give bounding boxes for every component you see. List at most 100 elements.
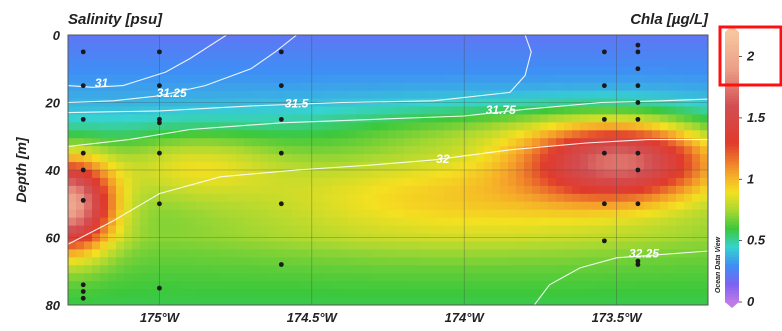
- heatmap-cell: [700, 130, 708, 139]
- heatmap-cell: [412, 90, 421, 100]
- heatmap-cell: [260, 177, 269, 187]
- heatmap-cell: [172, 122, 181, 131]
- heatmap-cell: [412, 42, 421, 52]
- heatmap-cell: [476, 281, 485, 290]
- colorbar-segment: [725, 182, 739, 186]
- heatmap-cell: [180, 217, 189, 227]
- heatmap-cell: [180, 130, 189, 139]
- heatmap-cell: [68, 82, 77, 92]
- heatmap-cell: [660, 273, 669, 282]
- heatmap-cell: [164, 257, 173, 266]
- heatmap-cell: [572, 154, 581, 163]
- heatmap-cell: [204, 122, 213, 131]
- heatmap-cell: [236, 273, 245, 282]
- heatmap-cell: [404, 177, 413, 187]
- heatmap-cell: [276, 297, 285, 305]
- heatmap-cell: [308, 98, 317, 108]
- heatmap-cell: [700, 82, 708, 92]
- heatmap-cell: [412, 289, 421, 298]
- heatmap-cell: [476, 241, 485, 251]
- heatmap-cell: [388, 257, 397, 266]
- heatmap-cell: [212, 74, 221, 84]
- heatmap-cell: [644, 35, 653, 44]
- sample-point: [80, 295, 86, 301]
- heatmap-cell: [524, 122, 533, 131]
- heatmap-cell: [220, 66, 229, 76]
- heatmap-cell: [236, 185, 245, 195]
- heatmap-cell: [396, 154, 405, 163]
- heatmap-cell: [524, 257, 533, 266]
- heatmap-cell: [444, 66, 453, 76]
- heatmap-cell: [420, 98, 429, 108]
- heatmap-cell: [556, 50, 565, 60]
- heatmap-cell: [588, 209, 597, 219]
- heatmap-cell: [700, 74, 708, 84]
- heatmap-cell: [124, 241, 133, 251]
- heatmap-cell: [172, 170, 181, 179]
- heatmap-cell: [436, 265, 445, 274]
- heatmap-cell: [140, 241, 149, 251]
- sample-point: [635, 201, 641, 207]
- heatmap-cell: [284, 66, 293, 76]
- heatmap-cell: [220, 185, 229, 195]
- heatmap-cell: [468, 50, 477, 60]
- heatmap-cell: [636, 122, 645, 131]
- heatmap-cell: [668, 146, 677, 155]
- heatmap-cell: [436, 273, 445, 282]
- heatmap-cell: [564, 154, 573, 163]
- heatmap-cell: [156, 58, 165, 68]
- heatmap-cell: [596, 74, 605, 84]
- heatmap-cell: [636, 50, 645, 60]
- colorbar-segment: [725, 152, 739, 156]
- heatmap-cell: [404, 42, 413, 52]
- heatmap-cell: [204, 82, 213, 92]
- heatmap-cell: [572, 58, 581, 68]
- heatmap-cell: [148, 162, 157, 171]
- heatmap-cell: [396, 241, 405, 251]
- heatmap-cell: [572, 106, 581, 116]
- heatmap-cell: [660, 98, 669, 108]
- heatmap-cell: [76, 162, 85, 171]
- heatmap-cell: [652, 297, 661, 305]
- heatmap-cell: [468, 217, 477, 227]
- heatmap-cell: [292, 217, 301, 227]
- heatmap-cell: [308, 170, 317, 179]
- colorbar-segment: [725, 263, 739, 267]
- heatmap-cell: [364, 98, 373, 108]
- heatmap-cell: [340, 177, 349, 187]
- heatmap-cell: [228, 114, 237, 123]
- heatmap-cell: [132, 122, 141, 131]
- heatmap-cell: [372, 35, 381, 44]
- heatmap-cell: [524, 201, 533, 211]
- heatmap-cell: [236, 58, 245, 68]
- heatmap-cell: [188, 66, 197, 76]
- heatmap-cell: [172, 241, 181, 251]
- heatmap-cell: [84, 42, 93, 52]
- heatmap-cell: [452, 82, 461, 92]
- heatmap-cell: [204, 162, 213, 171]
- heatmap-cell: [580, 297, 589, 305]
- heatmap-cell: [132, 35, 141, 44]
- heatmap-cell: [692, 209, 701, 219]
- heatmap-cell: [356, 35, 365, 44]
- heatmap-cell: [644, 297, 653, 305]
- heatmap-cell: [604, 185, 613, 195]
- heatmap-cell: [108, 58, 117, 68]
- heatmap-cell: [132, 50, 141, 60]
- heatmap-cell: [676, 138, 685, 147]
- heatmap-cell: [588, 58, 597, 68]
- heatmap-cell: [364, 281, 373, 290]
- heatmap-cell: [212, 217, 221, 227]
- heatmap-cell: [404, 58, 413, 68]
- heatmap-cell: [180, 177, 189, 187]
- heatmap-cell: [660, 50, 669, 60]
- heatmap-cell: [476, 209, 485, 219]
- heatmap-cell: [500, 170, 509, 179]
- heatmap-cell: [420, 130, 429, 139]
- heatmap-cell: [164, 50, 173, 60]
- heatmap-cell: [84, 201, 93, 211]
- heatmap-cell: [364, 289, 373, 298]
- heatmap-cell: [148, 241, 157, 251]
- heatmap-cell: [564, 50, 573, 60]
- heatmap-cell: [228, 35, 237, 44]
